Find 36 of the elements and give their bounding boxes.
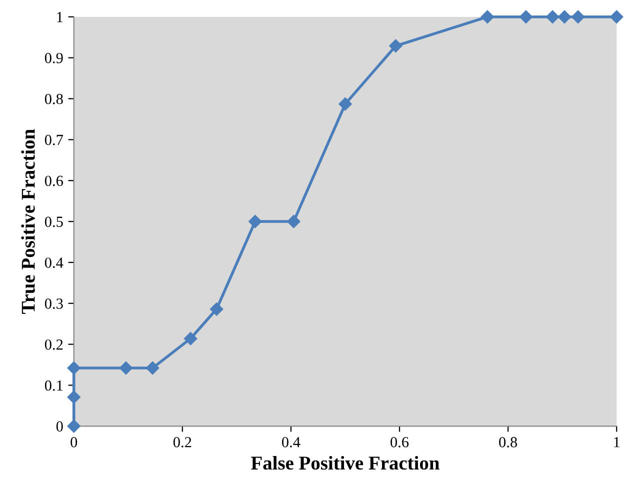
y-tick-label: 0.6 <box>44 176 63 186</box>
y-tick-label: 0.3 <box>44 298 63 309</box>
point <box>146 361 160 375</box>
y-tick-label: 0.9 <box>44 52 63 64</box>
point <box>248 214 262 228</box>
point <box>571 10 585 24</box>
point <box>558 10 572 24</box>
x-tick-label: 1 <box>614 437 620 448</box>
y-tick-label: 0.5 <box>44 216 63 228</box>
y-tick-label: 0.8 <box>44 94 63 104</box>
point <box>287 214 300 228</box>
y-tick-label: 0 <box>56 421 63 432</box>
point <box>184 332 198 346</box>
point <box>546 10 560 24</box>
x-tick-label: 0.2 <box>173 437 192 448</box>
y-tick-label: 0.7 <box>44 134 64 146</box>
point <box>210 302 224 316</box>
x-tick-label: 0.4 <box>282 437 300 448</box>
point <box>338 97 352 111</box>
y-tick-label: 0.2 <box>44 339 63 350</box>
x-tick-label: 0 <box>70 437 78 448</box>
point <box>480 10 494 24</box>
x-tick-label: 0.8 <box>499 437 518 448</box>
point <box>389 39 402 52</box>
x-tick-label: 0.6 <box>390 437 409 448</box>
y-tick-label: 0.1 <box>44 380 63 391</box>
point <box>519 10 533 24</box>
y-axis-title: True Positive Fraction <box>21 129 35 314</box>
point <box>119 361 133 375</box>
point <box>67 361 80 375</box>
y-tick-label: 0.4 <box>44 258 64 268</box>
point <box>67 390 80 404</box>
point <box>67 420 80 433</box>
point <box>610 10 624 24</box>
y-tick-label: 1 <box>57 12 63 22</box>
x-axis-title: False Positive Fraction <box>251 456 440 470</box>
